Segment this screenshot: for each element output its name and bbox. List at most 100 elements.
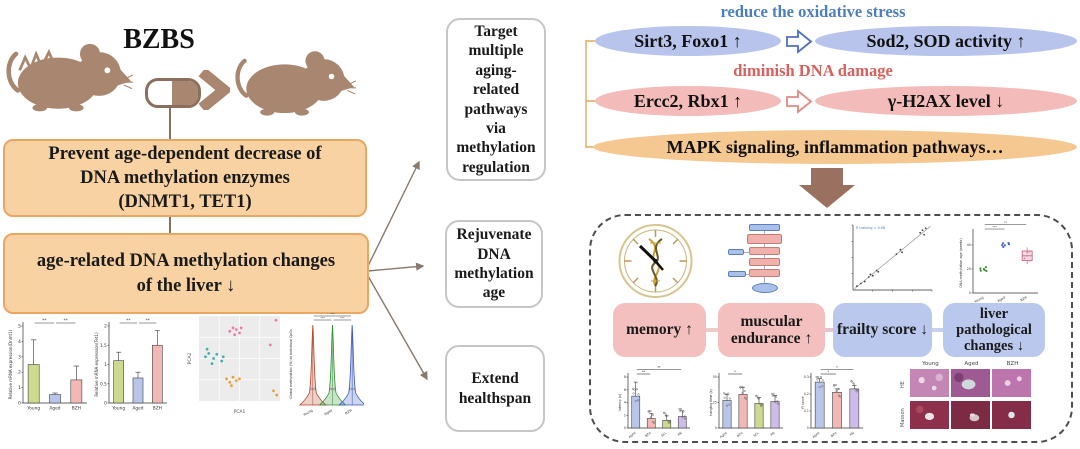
pipeline-flowchart <box>728 222 802 300</box>
label-connector <box>932 328 943 332</box>
box-methylation-changes: age-related DNA methylation changes of t… <box>3 233 369 314</box>
label-connector <box>706 328 718 332</box>
svg-text:0: 0 <box>969 291 971 295</box>
open-arrow-icon-pink <box>786 89 813 114</box>
svg-text:**: ** <box>146 318 151 324</box>
methylation-violin-plot: Young Aged BZH *** *** *** Global methylation … <box>288 312 364 418</box>
svg-text:**: ** <box>1004 221 1008 225</box>
outcome-panel <box>589 214 1073 443</box>
svg-text:hanging time (s): hanging time (s) <box>709 389 713 415</box>
svg-text:Aged: Aged <box>49 406 60 412</box>
svg-text:RN: RN <box>770 431 777 437</box>
tet1-bar-chart: 0 0.5 1 1.5 2 Young Aged BZH ** ** Relative mRNA e… <box>94 313 168 413</box>
liver-histology-grid: Young Aged BZH HE Masson <box>898 361 1034 437</box>
svg-text:3: 3 <box>18 354 21 360</box>
svg-text:5: 5 <box>18 324 21 330</box>
svg-text:0.3: 0.3 <box>804 375 809 379</box>
svg-text:Aged: Aged <box>628 431 637 439</box>
svg-text:RN: RN <box>849 431 856 437</box>
dna-methylation-age-boxplot: 0 20 40 ** *** Young Aged BZH DNA methylation ag… <box>958 219 1042 305</box>
dna-damage-heading: diminish DNA damage <box>733 61 893 80</box>
epigenetic-clock-icon <box>618 224 693 298</box>
svg-text:**: ** <box>42 318 47 324</box>
histology-col-bzh: BZH <box>1006 361 1019 367</box>
svg-text:BZH: BZH <box>153 406 162 412</box>
dnmt1-bar-chart: 0 1 2 3 4 5 Young Aged BZH ** ** Relative mRNA expr… <box>8 313 88 413</box>
flow-node <box>749 269 780 277</box>
histology-col-young: Young <box>922 361 939 367</box>
label-connector <box>825 328 833 332</box>
svg-text:6: 6 <box>624 388 626 392</box>
oxidative-stress-heading: reduce the oxidative stress <box>720 2 906 21</box>
histology-row-he: HE <box>900 381 906 389</box>
svg-text:0.2: 0.2 <box>804 392 809 396</box>
svg-text:Young: Young <box>303 408 314 417</box>
svg-text:***: *** <box>992 225 997 229</box>
age-correlation-scatter: R training = 0.98 <box>840 219 936 301</box>
svg-text:PCA1: PCA1 <box>234 409 246 415</box>
svg-text:**: ** <box>64 318 69 324</box>
svg-text:**: ** <box>126 318 131 324</box>
label-frailty-score: frailty score ↓ <box>833 303 932 357</box>
svg-text:DNA methylation age (weeks): DNA methylation age (weeks) <box>959 238 963 287</box>
oval-mapk-inflammation: MAPK signaling, inflammation pathways… <box>593 130 1077 164</box>
svg-text:BZH: BZH <box>736 431 744 439</box>
figure-title: BZBS <box>123 24 195 55</box>
svg-text:2: 2 <box>18 370 21 376</box>
svg-text:2: 2 <box>104 324 107 330</box>
histology-col-aged: Aged <box>964 361 979 367</box>
flow-node <box>749 224 780 231</box>
box-target-pathways: Target multiple aging-related pathways v… <box>446 18 546 181</box>
flow-node-end <box>752 283 778 293</box>
svg-text:8: 8 <box>624 375 626 379</box>
histology-image <box>910 401 949 429</box>
svg-text:0: 0 <box>18 401 21 407</box>
svg-text:Relative mRNA expression(Tet1): Relative mRNA expression(Tet1) <box>94 332 99 397</box>
label-memory: memory ↑ <box>613 303 706 357</box>
svg-text:SCL: SCL <box>753 431 760 438</box>
oval-sod2: Sod2, SOD activity ↑ <box>815 26 1077 56</box>
label-muscular-endurance: muscular endurance ↑ <box>718 303 825 357</box>
svg-text:2: 2 <box>624 413 626 417</box>
svg-text:0.1: 0.1 <box>804 409 809 413</box>
down-arrow-icon <box>799 168 855 208</box>
svg-text:latency (s): latency (s) <box>618 394 622 411</box>
svg-text:Aged: Aged <box>997 295 1006 303</box>
svg-text:FI score: FI score <box>801 396 805 408</box>
oval-ercc2-rbx1: Ercc2, Rbx1 ↑ <box>595 86 781 116</box>
svg-text:BZH: BZH <box>644 431 652 439</box>
histology-image <box>992 369 1031 397</box>
svg-text:1: 1 <box>104 362 107 368</box>
aged-mouse-icon <box>6 43 134 112</box>
oval-sirt3-foxo1: Sirt3, Foxo1 ↑ <box>595 26 781 56</box>
svg-text:**: ** <box>657 366 661 370</box>
memory-bar-chart: 0 2 4 6 8 Aged BZH SCL RN ** ** latency (s) <box>617 364 691 440</box>
flow-line <box>764 226 765 288</box>
svg-text:BZH: BZH <box>830 431 838 439</box>
flow-line <box>743 252 750 253</box>
histology-image <box>992 401 1031 429</box>
svg-text:Aged: Aged <box>812 431 821 439</box>
box-extend-healthspan: Extend healthspan <box>445 345 545 432</box>
oval-h2ax: γ-H2AX level ↓ <box>815 86 1077 116</box>
frailty-bar-chart: 0 0.1 0.2 0.3 Aged BZH RN * * FI score <box>800 364 864 440</box>
svg-text:4: 4 <box>624 401 626 405</box>
svg-text:0: 0 <box>624 426 626 430</box>
histology-image <box>951 401 990 429</box>
flow-node <box>747 234 782 244</box>
flow-node <box>749 258 780 266</box>
svg-text:R training = 0.98: R training = 0.98 <box>856 226 885 230</box>
svg-text:***: *** <box>340 316 345 320</box>
young-mouse-icon <box>235 51 357 116</box>
svg-text:PCA2: PCA2 <box>187 353 193 365</box>
box-rejuvenate-age: Rejuvenate DNA methylation age <box>445 220 543 308</box>
svg-text:*: * <box>828 370 830 374</box>
svg-text:Young: Young <box>26 406 40 412</box>
svg-text:4: 4 <box>18 339 21 345</box>
svg-text:Aged: Aged <box>323 408 333 416</box>
histology-row-masson: Masson <box>900 408 906 428</box>
svg-text:20: 20 <box>967 267 971 271</box>
svg-text:Global methylation (%) at indi: Global methylation (%) at individual CpG… <box>289 329 293 399</box>
histology-masson-row <box>910 401 1033 429</box>
